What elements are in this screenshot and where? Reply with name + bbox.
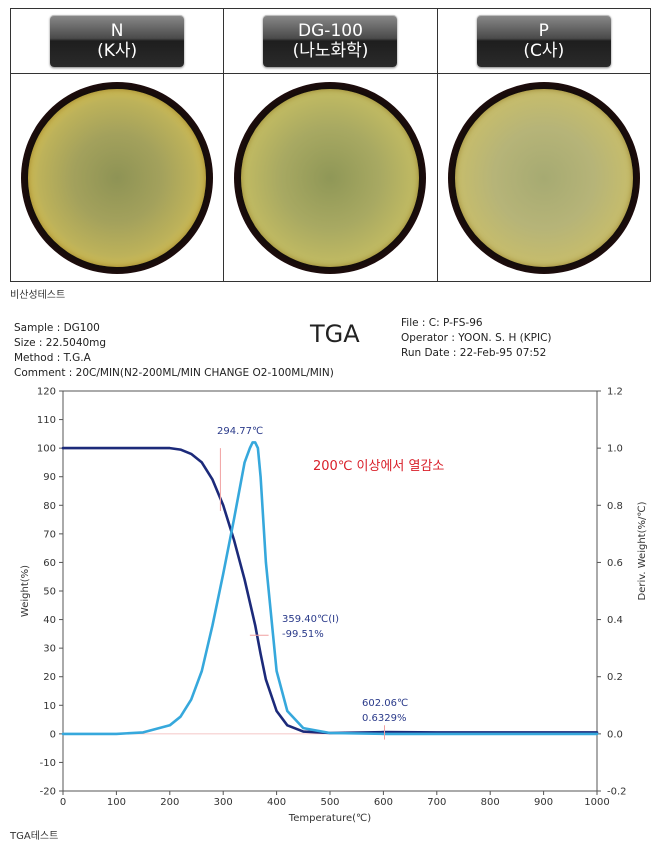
caption-tga-test: TGA테스트 <box>10 831 59 842</box>
y-axis-label: Weight(%) <box>20 565 31 617</box>
sample-label: N (K사) <box>50 15 185 67</box>
sample-column: P (C사) <box>437 9 650 281</box>
operator-line: Operator : YOON. S. H (KPIC) <box>401 332 552 344</box>
y-tick-label: 0 <box>50 729 56 740</box>
y-tick-label: 120 <box>37 387 56 398</box>
y-tick-label: 30 <box>43 644 56 655</box>
sample-line: Sample : DG100 <box>14 322 100 334</box>
derivative-series-line <box>61 441 599 736</box>
petri-dish-image <box>21 81 214 274</box>
annotation-peak-temp: 294.77℃ <box>217 426 263 437</box>
y-tick-label: 40 <box>43 615 56 626</box>
sample-label: DG-100 (나노화학) <box>263 15 398 67</box>
x-tick-label: 1000 <box>584 797 609 808</box>
sample-label: P (C사) <box>476 15 611 67</box>
annotation-weight-loss: -99.51% <box>282 629 324 640</box>
y2-tick-label: 1.0 <box>607 444 623 455</box>
sample-column: DG-100 (나노화학) <box>224 9 438 281</box>
y-tick-label: 90 <box>43 472 56 483</box>
x-tick-label: 700 <box>427 797 446 808</box>
annotation-residue-temp: 602.06℃ <box>362 698 408 709</box>
weight-series-line <box>61 446 599 735</box>
x-tick-label: 800 <box>481 797 500 808</box>
y-tick-label: 70 <box>43 529 56 540</box>
size-line: Size : 22.5040mg <box>14 337 107 349</box>
sample-column: N (K사) <box>11 9 225 281</box>
y2-tick-label: 0.2 <box>607 672 623 683</box>
method-line: Method : T.G.A <box>14 352 91 364</box>
sample-comparison-table: N (K사) DG-100 (나노화학) P (C사) <box>10 8 651 282</box>
y2-axis-label: Deriv. Weight(%/℃) <box>637 501 648 600</box>
y2-tick-label: 0.8 <box>607 501 623 512</box>
y-tick-label: -20 <box>40 787 56 798</box>
petri-dish-image <box>234 81 427 274</box>
y-tick-label: 10 <box>43 701 56 712</box>
y2-tick-label: 0.6 <box>607 558 623 569</box>
y-tick-label: 100 <box>37 444 56 455</box>
x-tick-label: 900 <box>534 797 553 808</box>
x-tick-label: 400 <box>267 797 286 808</box>
y-tick-label: 80 <box>43 501 56 512</box>
run-date-line: Run Date : 22-Feb-95 07:52 <box>401 347 547 359</box>
x-tick-label: 600 <box>374 797 393 808</box>
tga-info-left: Sample : DG100 Size : 22.5040mg Method :… <box>14 321 334 381</box>
annotation-inflection-temp: 359.40℃(I) <box>282 614 339 625</box>
tga-info-right: File : C: P-FS-96 Operator : YOON. S. H … <box>401 316 552 361</box>
y2-tick-label: 0.4 <box>607 615 623 626</box>
y2-tick-label: 0.0 <box>607 729 623 740</box>
x-tick-label: 0 <box>60 797 66 808</box>
y-tick-label: 50 <box>43 587 56 598</box>
petri-dish-image <box>447 81 640 274</box>
y-tick-label: 20 <box>43 672 56 683</box>
annotation-residue-percent: 0.6329% <box>362 713 407 724</box>
chart-title: TGA <box>310 320 360 348</box>
y-tick-label: 60 <box>43 558 56 569</box>
file-line: File : C: P-FS-96 <box>401 317 483 329</box>
x-tick-label: 500 <box>320 797 339 808</box>
x-tick-label: 300 <box>214 797 233 808</box>
y2-tick-label: -0.2 <box>607 787 627 798</box>
x-axis-label: Temperature(℃) <box>288 813 371 824</box>
caption-scatter-test: 비산성테스트 <box>10 290 66 301</box>
y-tick-label: 110 <box>37 415 56 426</box>
annotation-note: 200℃ 이상에서 열감소 <box>313 459 444 474</box>
x-tick-label: 100 <box>107 797 126 808</box>
y-tick-label: -10 <box>40 758 56 769</box>
plot-frame <box>62 390 598 792</box>
comment-line: Comment : 20C/MIN(N2-200ML/MIN CHANGE O2… <box>14 367 334 379</box>
x-tick-label: 200 <box>160 797 179 808</box>
y2-tick-label: 1.2 <box>607 387 623 398</box>
